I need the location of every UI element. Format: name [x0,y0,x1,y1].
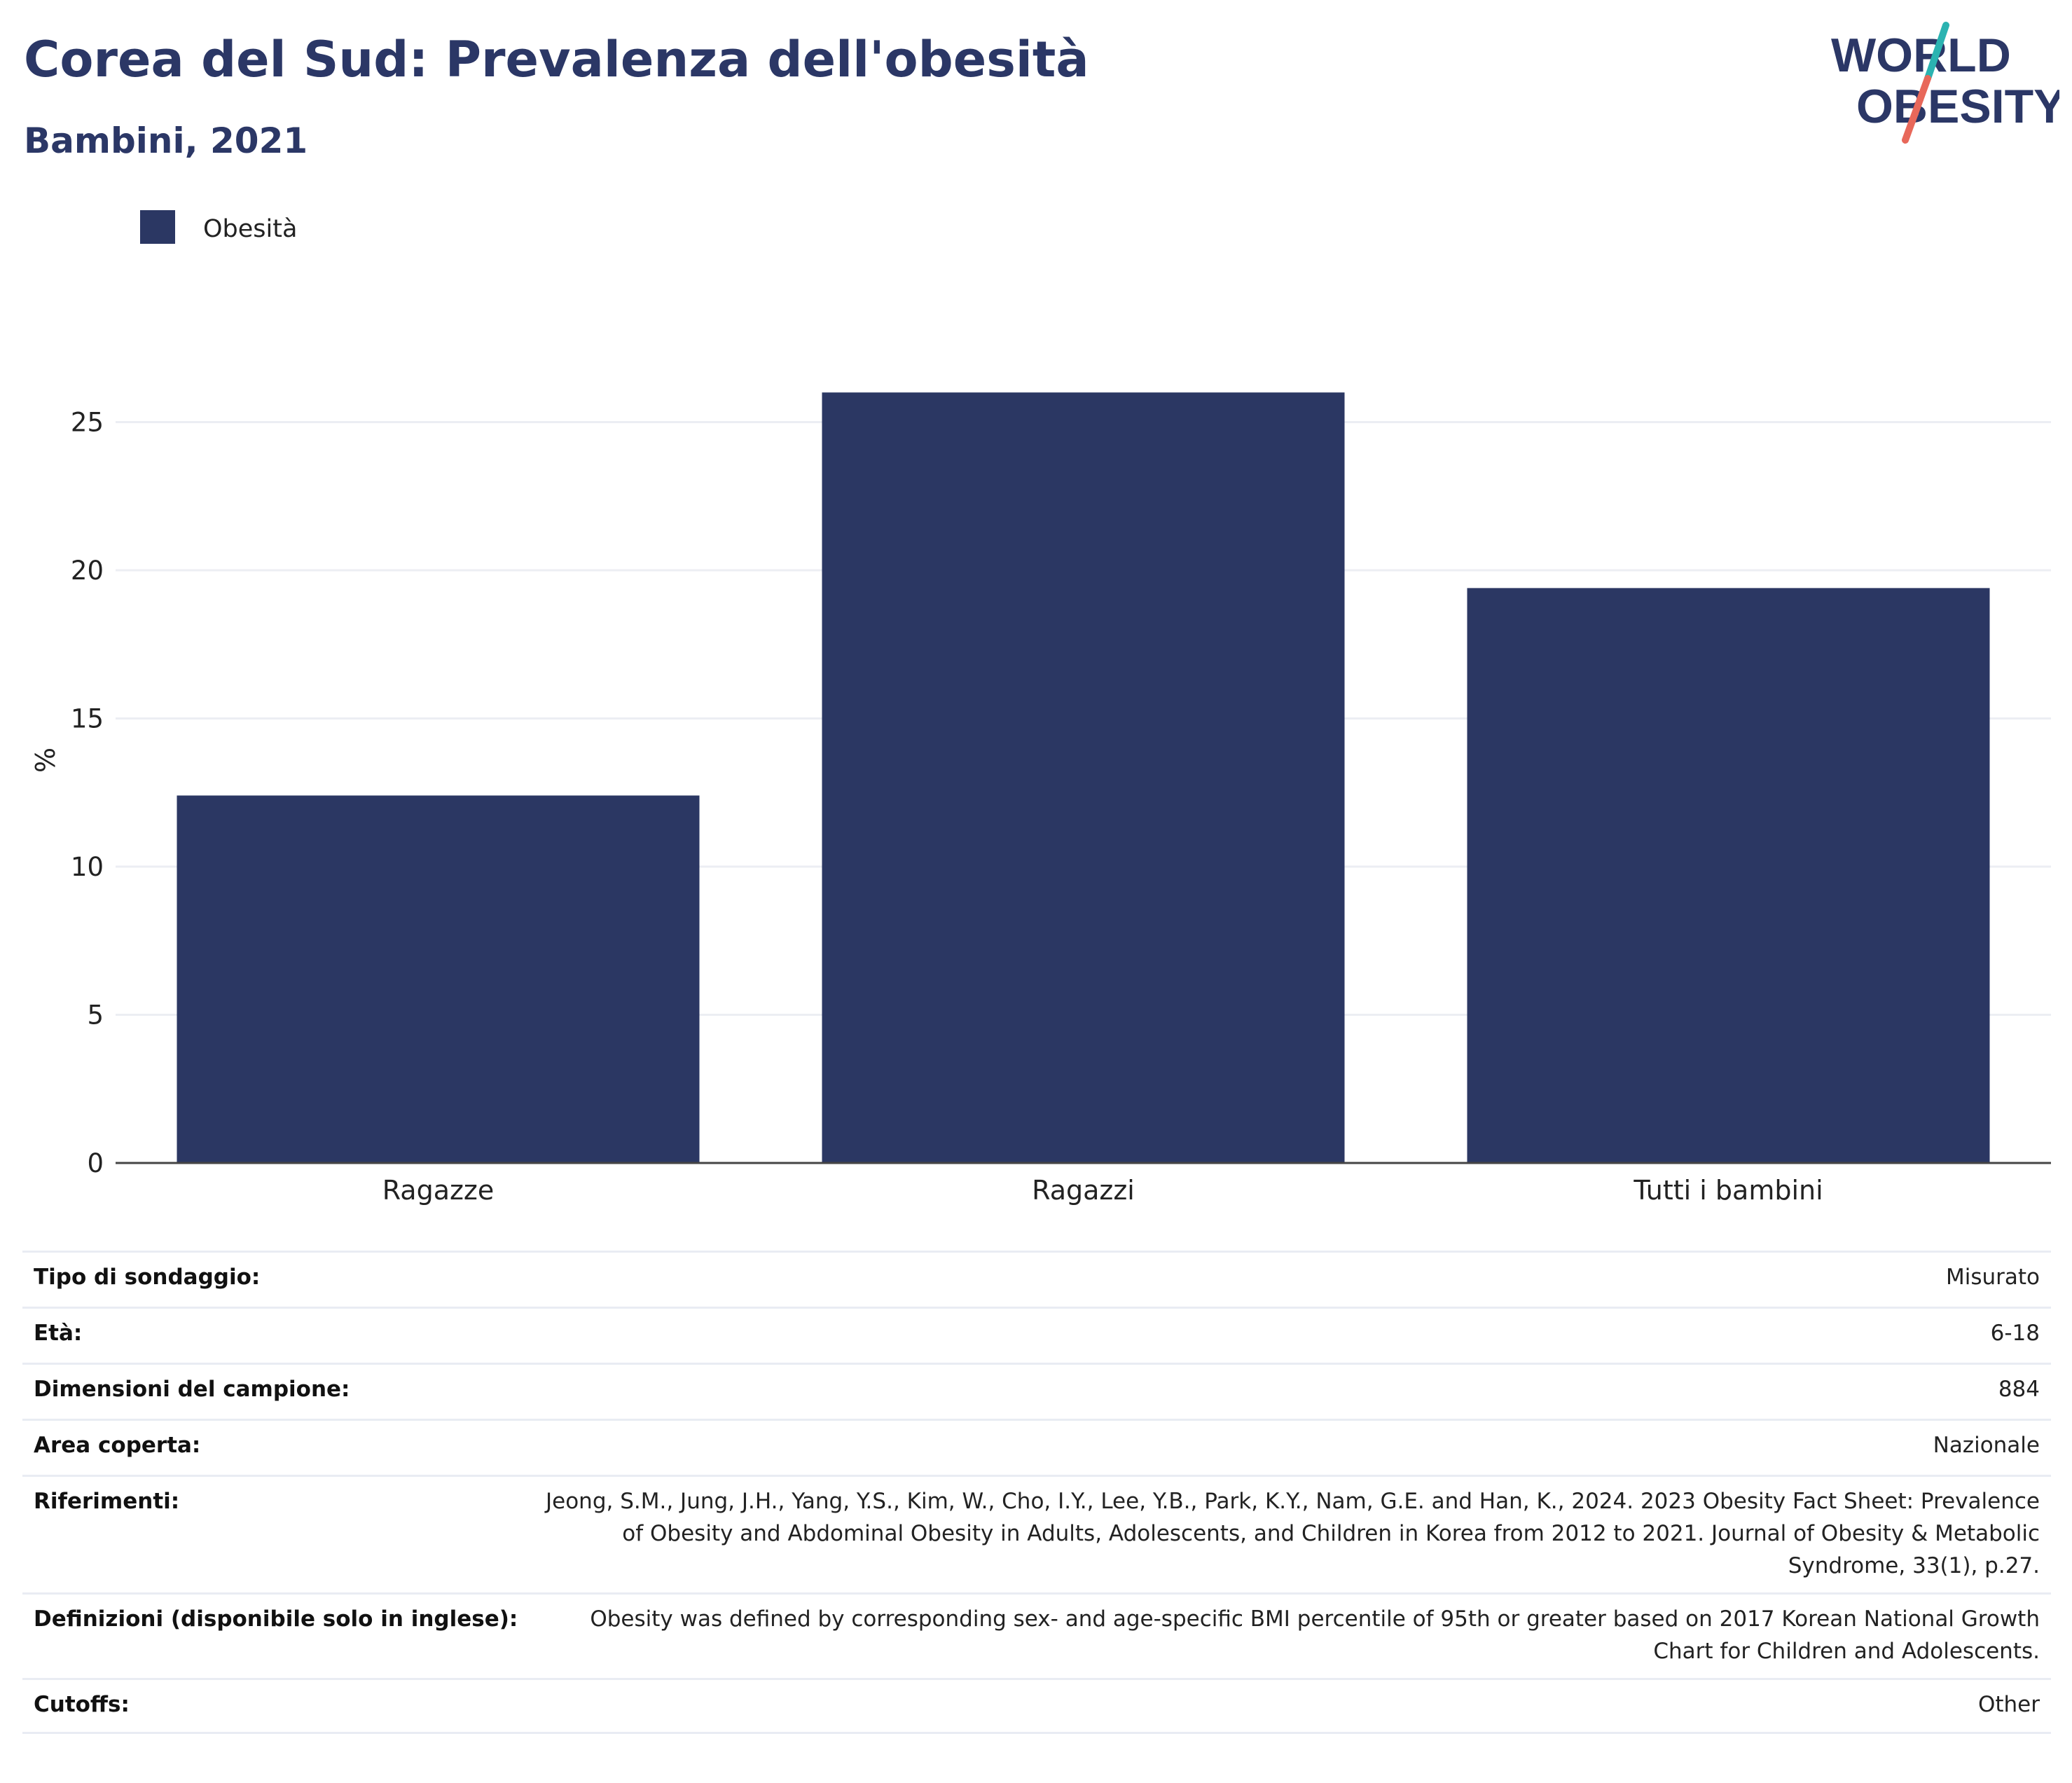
y-tick-label: 20 [71,556,104,586]
y-tick-label: 0 [87,1148,104,1178]
chart-title: Corea del Sud: Prevalenza dell'obesità [24,31,1089,88]
table-row: Dimensioni del campione: 884 [22,1363,2051,1419]
logo-slash-coral [1902,75,1931,144]
table-row: Età: 6-18 [22,1307,2051,1363]
logo-word-world: WORLD [1831,29,2011,82]
table-row-label: Dimensioni del campione: [34,1377,350,1402]
bar-ragazze[interactable] [177,795,700,1163]
table-row-value: 884 [1998,1377,2040,1402]
table-row-label: Età: [34,1321,83,1346]
table-row: Riferimenti: Jeong, S.M., Jung, J.H., Yan… [22,1475,2051,1592]
table-row: Cutoffs: Other [22,1678,2051,1734]
table-row-value: Nazionale [1933,1433,2040,1458]
table-row: Tipo di sondaggio: Misurato [22,1251,2051,1307]
y-tick-label: 15 [71,704,104,734]
x-tick-label: Ragazze [382,1175,495,1206]
table-row-value: Other [1977,1692,2040,1717]
legend-swatch-obesita [140,210,175,244]
legend[interactable]: Obesità [140,210,297,244]
logo-word-obesity: OBESITY [1856,80,2059,133]
table-row-label: Tipo di sondaggio: [34,1265,261,1290]
table-row-label: Definizioni (disponibile solo in inglese… [34,1606,518,1632]
legend-label-obesita: Obesità [203,215,297,243]
table-row-value: Jeong, S.M., Jung, J.H., Yang, Y.S., Kim… [546,1489,2040,1578]
y-axis-label: % [30,748,61,773]
x-tick-label: Ragazzi [1032,1175,1135,1206]
x-tick-labels: Ragazze Ragazzi Tutti i bambini [382,1175,1823,1206]
y-tick-label: 25 [71,408,104,438]
table-row: Area coperta: Nazionale [22,1419,2051,1475]
chart-subtitle: Bambini, 2021 [24,121,308,161]
world-obesity-logo: WORLD OBESITY [1831,22,2059,144]
table-row-label: Riferimenti: [34,1489,180,1514]
y-tick-labels: 0 5 10 15 20 25 [71,408,104,1179]
bar-ragazzi[interactable] [822,392,1345,1164]
x-tick-label: Tutti i bambini [1633,1175,1823,1206]
table-row: Definizioni (disponibile solo in inglese… [22,1592,2051,1678]
table-row-value: Obesity was defined by corresponding sex… [590,1606,2040,1664]
bar-tutti-i-bambini[interactable] [1467,588,1990,1163]
bars [177,392,1990,1164]
table-row-value: 6-18 [1990,1321,2040,1346]
table-row-label: Area coperta: [34,1433,201,1458]
table-row-label: Cutoffs: [34,1692,130,1717]
logo-slash-teal [1924,22,1949,82]
bar-chart: Obesità % 0 5 10 15 20 25 Ragazze Ragazzi Tutti… [30,210,2051,1206]
metadata-table: Tipo di sondaggio: Misurato Età: 6-18 Dimens… [22,1251,2051,1734]
y-tick-label: 5 [87,1000,104,1031]
y-tick-label: 10 [71,852,104,882]
table-row-value: Misurato [1945,1265,2040,1290]
